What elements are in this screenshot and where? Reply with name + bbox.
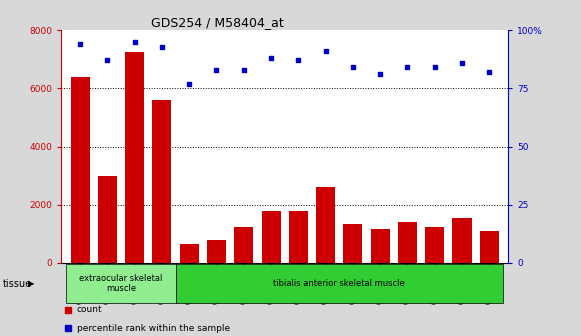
Bar: [425, 226, 444, 263]
Bar: [152, 100, 171, 263]
Text: count: count: [77, 305, 102, 314]
Point: [348, 65, 357, 70]
Point: [403, 65, 412, 70]
Text: extraocular skeletal
muscle: extraocular skeletal muscle: [80, 274, 163, 293]
Point: [321, 48, 330, 54]
Point: [375, 72, 385, 77]
Bar: [66, 264, 175, 303]
Point: [185, 81, 194, 86]
Point: [457, 60, 467, 66]
Text: percentile rank within the sample: percentile rank within the sample: [77, 324, 230, 333]
Point: [430, 65, 439, 70]
Point: [485, 70, 494, 75]
Bar: [207, 240, 226, 263]
Bar: [261, 211, 281, 263]
Point: [267, 55, 276, 61]
Bar: [289, 211, 308, 263]
Bar: [175, 264, 503, 303]
Bar: [125, 52, 144, 263]
Text: ▶: ▶: [28, 279, 34, 288]
Title: GDS254 / M58404_at: GDS254 / M58404_at: [151, 16, 284, 29]
Point: [239, 67, 249, 73]
Bar: [98, 176, 117, 263]
Bar: [398, 222, 417, 263]
Bar: [180, 244, 199, 263]
Point: [212, 67, 221, 73]
Bar: [453, 218, 472, 263]
Point: [157, 44, 167, 49]
Bar: [371, 229, 390, 263]
Bar: [316, 187, 335, 263]
Point: [76, 42, 85, 47]
Bar: [70, 77, 89, 263]
Point: [293, 58, 303, 63]
Bar: [480, 231, 499, 263]
Text: tibialis anterior skeletal muscle: tibialis anterior skeletal muscle: [274, 279, 405, 288]
Text: tissue: tissue: [3, 279, 32, 289]
Bar: [234, 226, 253, 263]
Point: [130, 39, 139, 45]
Bar: [343, 223, 363, 263]
Point: [103, 58, 112, 63]
